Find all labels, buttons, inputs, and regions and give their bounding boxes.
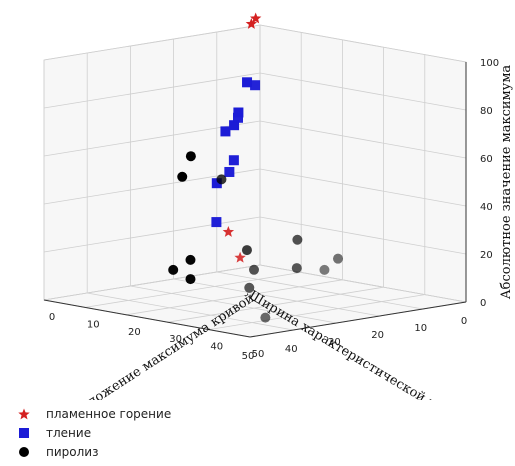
x-tick-label: 0 xyxy=(461,316,467,327)
square-marker-icon xyxy=(12,426,36,440)
data-point-circle xyxy=(185,151,196,162)
data-point-square xyxy=(233,112,243,123)
grid-line xyxy=(216,271,423,310)
data-point-square xyxy=(229,120,240,131)
legend-label: пиролиз xyxy=(46,444,99,459)
legend-item: пиролиз xyxy=(12,442,171,461)
scatter3d-chart: 0102030405001020304050020406080100Ширина… xyxy=(43,12,514,400)
data-point-star xyxy=(222,225,235,237)
data-point-square xyxy=(242,77,253,88)
data-point-star xyxy=(245,18,258,29)
data-point-circle xyxy=(185,254,196,265)
data-point-star xyxy=(249,12,262,24)
y-tick-label: 20 xyxy=(128,327,141,338)
back-pane-left xyxy=(43,24,261,301)
data-point-circle xyxy=(319,264,330,275)
data-point-square xyxy=(224,166,235,177)
legend-item: тление xyxy=(12,423,171,442)
x-tick-label: 30 xyxy=(328,337,341,348)
data-point-square xyxy=(211,217,222,228)
data-point-star xyxy=(234,251,246,263)
x-tick-label: 50 xyxy=(242,351,255,362)
z-tick-label: 80 xyxy=(480,106,493,117)
data-point-circle xyxy=(260,312,271,323)
data-point-circle xyxy=(241,245,252,256)
y-tick-label: 50 xyxy=(252,349,265,360)
grid-line xyxy=(208,294,425,330)
y-tick-label: 0 xyxy=(49,312,55,323)
data-point-circle xyxy=(292,234,303,245)
data-point-circle xyxy=(168,264,179,275)
z-tick-label: 40 xyxy=(480,202,493,213)
grid-line xyxy=(43,216,261,253)
z-axis-label: Абсолютное значение максимума xyxy=(499,65,514,300)
data-point-square xyxy=(220,126,231,137)
grid-line xyxy=(43,168,261,205)
z-tick-label: 60 xyxy=(480,154,493,165)
back-pane-right xyxy=(259,24,467,303)
z-tick-label: 20 xyxy=(480,250,493,261)
grid-line xyxy=(259,216,467,255)
grid-line xyxy=(173,278,380,317)
legend-item: пламенное горение xyxy=(12,404,171,423)
data-point-circle xyxy=(244,282,255,293)
circle-marker-icon xyxy=(12,445,36,459)
grid-line xyxy=(85,272,302,308)
z-tick-label: 100 xyxy=(480,58,499,69)
grid-line xyxy=(43,24,261,61)
grid-line xyxy=(259,24,467,63)
legend-label: пламенное горение xyxy=(46,406,172,421)
grid-line xyxy=(130,285,337,324)
data-point-circle xyxy=(333,253,343,264)
y-tick-label: 40 xyxy=(210,342,223,353)
x-tick-label: 40 xyxy=(285,344,298,355)
data-point-circle xyxy=(249,264,259,275)
z-tick-label: 0 xyxy=(480,298,486,309)
y-axis-line xyxy=(43,299,251,338)
y-tick-label: 10 xyxy=(87,319,100,330)
x-tick-label: 20 xyxy=(371,330,384,341)
data-point-circle xyxy=(177,171,188,182)
data-point-circle xyxy=(185,274,196,285)
x-axis-line xyxy=(249,301,467,338)
data-point-circle xyxy=(291,263,302,274)
data-point-circle xyxy=(216,174,227,185)
y-tick-label: 30 xyxy=(169,334,182,345)
grid-line xyxy=(43,264,261,301)
data-point-square xyxy=(250,80,261,91)
data-point-square xyxy=(228,155,239,166)
grid-line xyxy=(259,72,467,111)
grid-line xyxy=(87,292,294,331)
star-marker-icon xyxy=(12,407,36,421)
grid-line xyxy=(126,279,343,316)
grid-line xyxy=(167,286,384,323)
data-point-square xyxy=(233,107,244,118)
grid-line xyxy=(43,72,261,109)
grid-line xyxy=(259,168,467,207)
data-point-square xyxy=(211,178,222,189)
legend: пламенное горение тление пиролиз xyxy=(12,404,171,461)
x-tick-label: 10 xyxy=(414,323,427,334)
grid-line xyxy=(259,120,467,159)
legend-label: тление xyxy=(46,425,92,440)
